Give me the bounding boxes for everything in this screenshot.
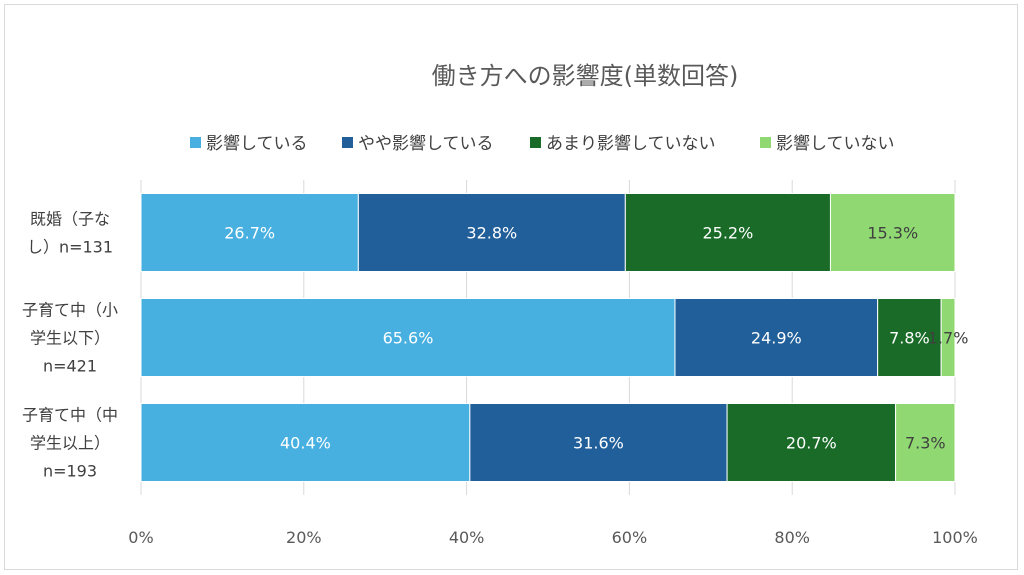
category-label: 既婚（子な bbox=[30, 210, 110, 229]
category-label: n=421 bbox=[43, 357, 97, 376]
data-label: 32.8% bbox=[466, 224, 517, 243]
data-label: 40.4% bbox=[280, 434, 331, 453]
legend-item: 影響している bbox=[190, 134, 308, 154]
x-tick-label: 80% bbox=[774, 528, 810, 547]
data-label: 15.3% bbox=[867, 224, 918, 243]
category-label: 学生以上） bbox=[30, 434, 110, 453]
legend-label: 影響している bbox=[206, 134, 308, 154]
data-label: 20.7% bbox=[786, 434, 837, 453]
legend-label: やや影響している bbox=[358, 134, 494, 154]
x-tick-label: 0% bbox=[128, 528, 153, 547]
legend-swatch bbox=[760, 137, 771, 148]
category-label: し）n=131 bbox=[27, 238, 113, 257]
bars: 26.7% 32.8% 25.2% 15.3% 65.6% 24.9% 7.8%1.7% 40… bbox=[140, 193, 969, 482]
bar-segment bbox=[469, 403, 728, 482]
data-label: 1.7% bbox=[928, 329, 969, 348]
data-label: 65.6% bbox=[383, 329, 434, 348]
legend-item: 影響していない bbox=[760, 134, 895, 154]
legend-label: 影響していない bbox=[776, 134, 895, 154]
data-label: 7.3% bbox=[905, 434, 946, 453]
category-label: 子育て中（中 bbox=[22, 406, 118, 425]
x-axis-ticks: 0% 20% 40% 60% 80% 100% bbox=[128, 528, 978, 547]
x-tick-label: 40% bbox=[449, 528, 485, 547]
category-label: 学生以下） bbox=[30, 329, 110, 348]
data-label: 26.7% bbox=[224, 224, 275, 243]
legend-swatch bbox=[342, 137, 353, 148]
category-label: 子育て中（小 bbox=[22, 301, 118, 320]
legend-item: やや影響している bbox=[342, 134, 494, 154]
legend-item: あまり影響していない bbox=[530, 134, 716, 154]
data-label: 31.6% bbox=[573, 434, 624, 453]
bar-segment bbox=[726, 403, 897, 482]
bar-segment bbox=[624, 193, 831, 272]
bar-segment bbox=[674, 298, 879, 377]
bar-segment bbox=[140, 298, 676, 377]
category-label: n=193 bbox=[43, 462, 97, 481]
bar-segment bbox=[940, 298, 956, 377]
x-tick-label: 100% bbox=[932, 528, 978, 547]
bar-segment bbox=[140, 403, 471, 482]
bar-segment bbox=[877, 298, 942, 377]
data-label: 7.8% bbox=[889, 329, 930, 348]
data-label: 25.2% bbox=[702, 224, 753, 243]
chart-title: 働き方への影響度(単数回答) bbox=[432, 62, 739, 90]
data-label: 24.9% bbox=[751, 329, 802, 348]
bar-segment bbox=[357, 193, 626, 272]
legend-swatch bbox=[530, 137, 541, 148]
legend-swatch bbox=[190, 137, 201, 148]
bar-segment bbox=[829, 193, 956, 272]
x-tick-label: 20% bbox=[286, 528, 322, 547]
legend-label: あまり影響していない bbox=[546, 134, 716, 154]
bar-segment bbox=[895, 403, 956, 482]
legend: 影響している やや影響している あまり影響していない 影響していない bbox=[190, 134, 895, 154]
x-tick-label: 60% bbox=[612, 528, 648, 547]
